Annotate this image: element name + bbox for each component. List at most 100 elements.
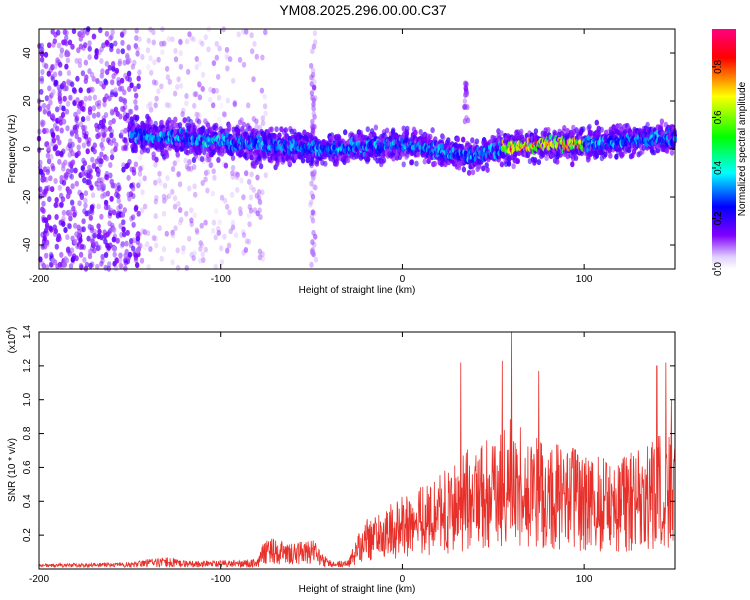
heatmap-cell (214, 125, 219, 132)
heatmap-cell (96, 184, 101, 191)
heatmap-cell (302, 129, 307, 136)
heatmap-cell (391, 127, 396, 134)
heatmap-cell (52, 259, 58, 266)
heatmap-cell (64, 108, 70, 115)
heatmap-cell (96, 171, 101, 178)
heatmap-cell (128, 191, 134, 198)
heatmap-cell (192, 91, 197, 98)
heatmap-cell (189, 251, 194, 258)
heatmap-cell (461, 166, 467, 173)
heatmap-cell (184, 100, 189, 107)
heatmap-cell (133, 161, 139, 168)
heatmap-cell (225, 247, 230, 254)
heatmap-cell (108, 119, 113, 126)
heatmap-cell (97, 131, 102, 138)
heatmap-cell (224, 53, 229, 60)
heatmap-cell (109, 91, 115, 98)
heatmap-cell (114, 67, 120, 74)
heatmap-cell (88, 214, 94, 221)
heatmap-cell (310, 71, 316, 78)
heatmap-cell (257, 199, 263, 206)
heatmap-cell (80, 116, 86, 123)
heatmap-cell (148, 119, 153, 126)
heatmap-cell (446, 137, 451, 144)
heatmap-cell (98, 157, 103, 164)
heatmap-cell (55, 134, 60, 141)
heatmap-cell (99, 151, 104, 158)
heatmap-cell (104, 30, 110, 37)
heatmap-cell (111, 236, 117, 243)
heatmap-cell (311, 97, 317, 104)
heatmap-cell (109, 34, 114, 40)
heatmap-cell (56, 84, 61, 91)
heatmap-cell (156, 88, 161, 95)
heatmap-cell (254, 118, 259, 125)
heatmap-cell (570, 161, 575, 168)
heatmap-cell (173, 116, 178, 123)
heatmap-cell (384, 127, 390, 134)
heatmap-cell (100, 145, 105, 151)
heatmap-cell (100, 68, 105, 75)
heatmap-cell (65, 125, 70, 132)
heatmap-cell (414, 160, 419, 167)
heatmap-cell (111, 137, 117, 144)
heatmap-cell (63, 172, 68, 179)
heatmap-cell (109, 178, 114, 185)
heatmap-cell (260, 255, 266, 262)
heatmap-cell (214, 54, 219, 61)
heatmap-cell (153, 179, 158, 186)
heatmap-cell (164, 102, 170, 108)
heatmap-cell (115, 237, 120, 244)
heatmap-cell (118, 257, 123, 263)
heatmap-cell (119, 242, 125, 249)
heatmap-cell (178, 82, 184, 89)
heatmap-cell (175, 84, 180, 90)
heatmap-cell (241, 249, 246, 256)
heatmap-cell (59, 47, 65, 54)
heatmap-cell (309, 90, 315, 97)
heatmap-cell (99, 180, 104, 187)
heatmap-cell (44, 95, 50, 102)
heatmap-cell (127, 251, 133, 258)
heatmap-cell (230, 164, 236, 171)
heatmap-cell (136, 182, 141, 189)
heatmap-cell (59, 52, 64, 59)
heatmap-cell (78, 43, 84, 50)
heatmap-cell (217, 219, 222, 226)
heatmap-cell (138, 242, 143, 249)
heatmap-cell (62, 39, 68, 46)
heatmap-cell (219, 147, 224, 154)
heatmap-cell (120, 48, 126, 55)
heatmap-cell (64, 30, 69, 36)
heatmap-cell (51, 89, 56, 95)
heatmap-cell (116, 80, 122, 87)
heatmap-cell (39, 88, 44, 95)
heatmap-cell (66, 70, 72, 76)
heatmap-cell (50, 140, 55, 147)
heatmap-cell (113, 146, 118, 153)
heatmap-cell (178, 63, 184, 70)
heatmap-cell (57, 158, 62, 165)
heatmap-cell (87, 40, 92, 47)
heatmap-cell (197, 39, 203, 45)
heatmap-cell (135, 114, 140, 121)
heatmap-cell (39, 78, 45, 84)
heatmap-cell (60, 111, 66, 118)
heatmap-cell (68, 209, 73, 216)
heatmap-cell (81, 142, 87, 149)
heatmap-cell (263, 110, 268, 117)
heatmap-cell (222, 111, 228, 118)
heatmap-cell (128, 108, 134, 115)
heatmap-cell (129, 238, 134, 244)
heatmap-cell (92, 94, 98, 101)
heatmap-cell (470, 137, 475, 144)
heatmap-cell (122, 89, 127, 96)
heatmap-cell (187, 31, 192, 38)
heatmap-cell (257, 248, 263, 255)
heatmap-cell (99, 58, 104, 64)
heatmap-cell (216, 229, 222, 236)
heatmap-cell (127, 108, 133, 115)
heatmap-cell (274, 126, 279, 133)
heatmap-cell (258, 163, 264, 170)
heatmap-cell (248, 207, 254, 214)
